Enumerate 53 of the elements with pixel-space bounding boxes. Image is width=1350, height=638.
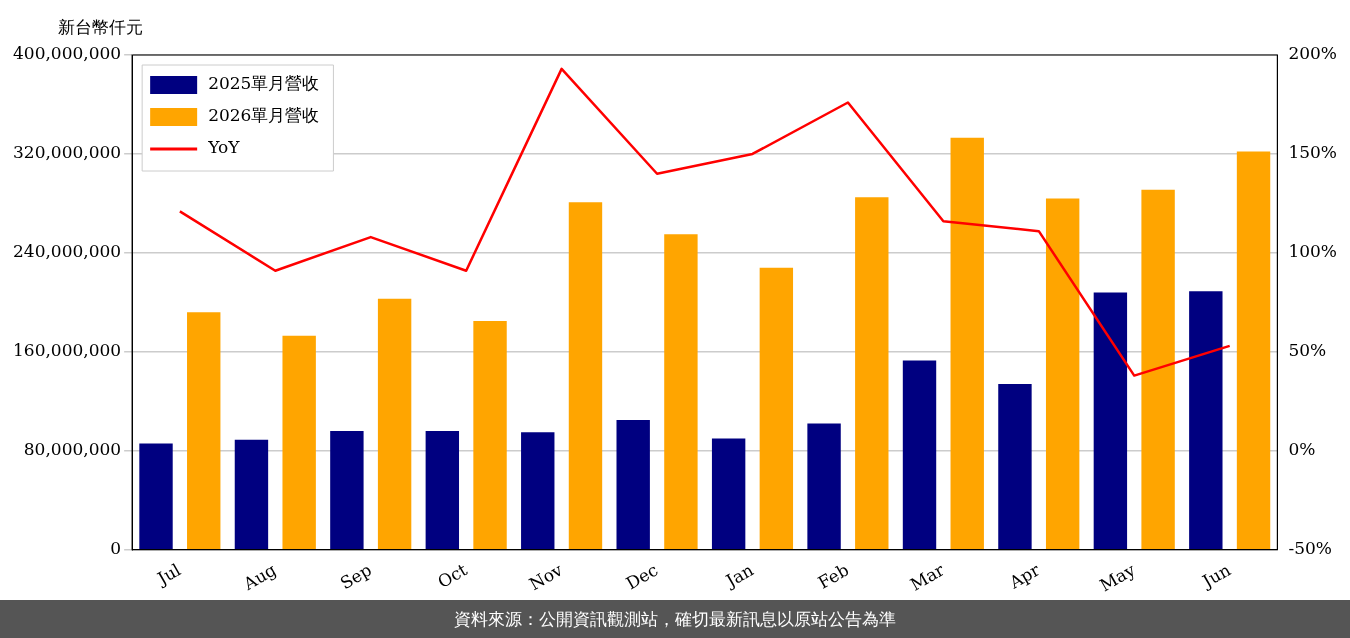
bar xyxy=(711,438,746,550)
y-tick-label: 240,000,000 xyxy=(12,241,122,262)
bar xyxy=(521,432,555,550)
x-tick-label: Dec xyxy=(622,559,662,594)
bar xyxy=(807,423,841,550)
y2-tick-label: 50% xyxy=(1288,340,1327,361)
bar xyxy=(1141,189,1175,550)
bar xyxy=(1045,198,1080,550)
legend-label: 2025單月營收 xyxy=(208,73,320,94)
y2-tick-label: -50% xyxy=(1288,538,1332,559)
bar xyxy=(1189,291,1223,550)
x-tick-label: Nov xyxy=(525,559,567,595)
bar xyxy=(234,439,269,550)
x-tick-label: Jun xyxy=(1197,559,1234,593)
bar xyxy=(664,234,698,550)
y-axis-title: 新台幣仟元 xyxy=(58,17,143,37)
x-tick-label: Oct xyxy=(434,559,471,593)
bar xyxy=(1093,292,1128,550)
bar xyxy=(377,298,412,550)
bar xyxy=(759,267,794,550)
bar xyxy=(902,360,937,550)
bar xyxy=(330,431,364,550)
bar xyxy=(1236,151,1271,550)
y2-tick-label: 0% xyxy=(1288,439,1316,460)
bar xyxy=(855,197,889,550)
y2-tick-label: 150% xyxy=(1288,142,1338,163)
source-note: 資料來源：公開資訊觀測站，確切最新訊息以原站公告為準 xyxy=(0,600,1350,638)
x-tick-label: Sep xyxy=(336,559,376,594)
y2-tick-label: 100% xyxy=(1288,241,1338,262)
bar xyxy=(425,431,460,550)
y-tick-label: 160,000,000 xyxy=(12,340,122,361)
bar xyxy=(616,419,650,550)
y-tick-label: 400,000,000 xyxy=(12,43,122,64)
bar xyxy=(568,202,603,550)
bar xyxy=(282,335,316,550)
legend-label: YoY xyxy=(207,137,241,158)
bar xyxy=(187,312,221,550)
bar xyxy=(473,320,507,550)
legend-label: 2026單月營收 xyxy=(208,105,320,126)
bar xyxy=(950,137,984,550)
x-tick-label: Feb xyxy=(814,559,853,593)
bar xyxy=(139,443,173,550)
x-tick-label: Jul xyxy=(152,559,185,590)
x-tick-label: Aug xyxy=(239,559,280,595)
y-tick-label: 320,000,000 xyxy=(12,142,122,163)
y-tick-label: 0 xyxy=(110,538,122,559)
x-tick-label: Jan xyxy=(720,559,757,592)
x-tick-label: Mar xyxy=(906,559,949,595)
y-tick-label: 80,000,000 xyxy=(23,439,122,460)
y2-tick-label: 200% xyxy=(1288,43,1338,64)
x-tick-label: May xyxy=(1096,559,1139,596)
bar xyxy=(998,384,1032,550)
x-tick-label: Apr xyxy=(1005,559,1044,594)
